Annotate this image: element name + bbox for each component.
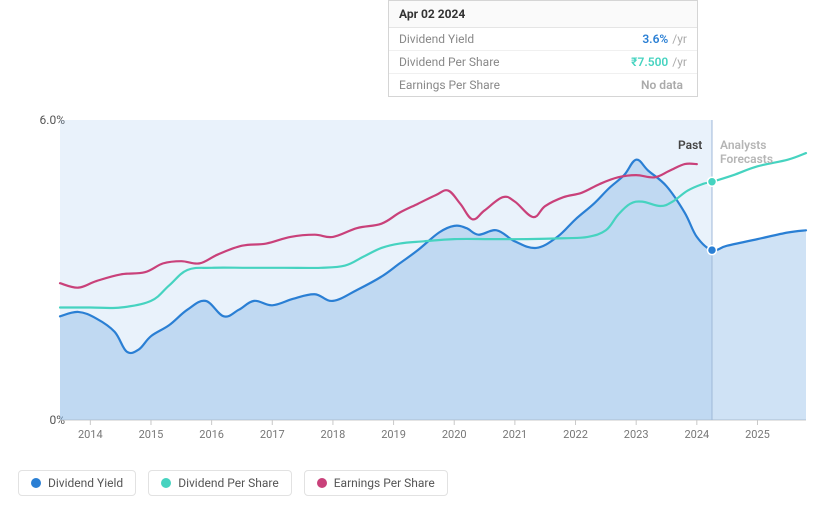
legend-item-dividend-per-share[interactable]: Dividend Per Share bbox=[148, 470, 292, 496]
tooltip-label: Dividend Per Share bbox=[399, 55, 631, 69]
chart-tooltip: Apr 02 2024 Dividend Yield 3.6% /yr Divi… bbox=[388, 0, 698, 97]
chart-svg bbox=[60, 120, 806, 420]
tooltip-label: Dividend Yield bbox=[399, 32, 642, 46]
x-tick-label: 2021 bbox=[503, 428, 528, 441]
x-tick-label: 2024 bbox=[684, 428, 709, 441]
legend-dot-icon bbox=[317, 478, 327, 488]
chart-legend: Dividend Yield Dividend Per Share Earnin… bbox=[18, 470, 448, 496]
x-tick-label: 2016 bbox=[199, 428, 224, 441]
legend-label: Earnings Per Share bbox=[334, 476, 435, 490]
tooltip-value: 3.6% bbox=[642, 32, 668, 46]
dividend-chart: Apr 02 2024 Dividend Yield 3.6% /yr Divi… bbox=[0, 0, 821, 508]
tooltip-value: No data bbox=[641, 78, 683, 92]
tooltip-row: Dividend Yield 3.6% /yr bbox=[389, 28, 697, 51]
tooltip-row: Earnings Per Share No data bbox=[389, 74, 697, 96]
tooltip-unit: /yr bbox=[672, 55, 687, 69]
tooltip-label: Earnings Per Share bbox=[399, 78, 641, 92]
legend-dot-icon bbox=[161, 478, 171, 488]
y-tick-label: 6.0% bbox=[25, 113, 65, 127]
tooltip-unit: /yr bbox=[672, 32, 687, 46]
legend-label: Dividend Per Share bbox=[178, 476, 279, 490]
tooltip-date: Apr 02 2024 bbox=[389, 1, 697, 28]
x-tick-label: 2018 bbox=[321, 428, 346, 441]
tooltip-row: Dividend Per Share ₹7.500 /yr bbox=[389, 51, 697, 74]
legend-dot-icon bbox=[31, 478, 41, 488]
x-tick-label: 2020 bbox=[442, 428, 467, 441]
legend-item-earnings-per-share[interactable]: Earnings Per Share bbox=[304, 470, 448, 496]
y-tick-label: 0% bbox=[25, 413, 65, 427]
x-tick-label: 2015 bbox=[139, 428, 164, 441]
forecast-region-label: Analysts Forecasts bbox=[720, 138, 806, 166]
legend-item-dividend-yield[interactable]: Dividend Yield bbox=[18, 470, 136, 496]
x-tick-label: 2019 bbox=[381, 428, 406, 441]
x-tick-label: 2017 bbox=[260, 428, 285, 441]
x-tick-label: 2023 bbox=[624, 428, 649, 441]
legend-label: Dividend Yield bbox=[48, 476, 123, 490]
plot-area[interactable]: Past Analysts Forecasts bbox=[60, 120, 806, 420]
tooltip-value: ₹7.500 bbox=[631, 55, 668, 69]
x-tick-label: 2014 bbox=[78, 428, 103, 441]
x-tick-label: 2022 bbox=[563, 428, 588, 441]
past-region-label: Past bbox=[678, 138, 702, 152]
x-tick-label: 2025 bbox=[745, 428, 770, 441]
